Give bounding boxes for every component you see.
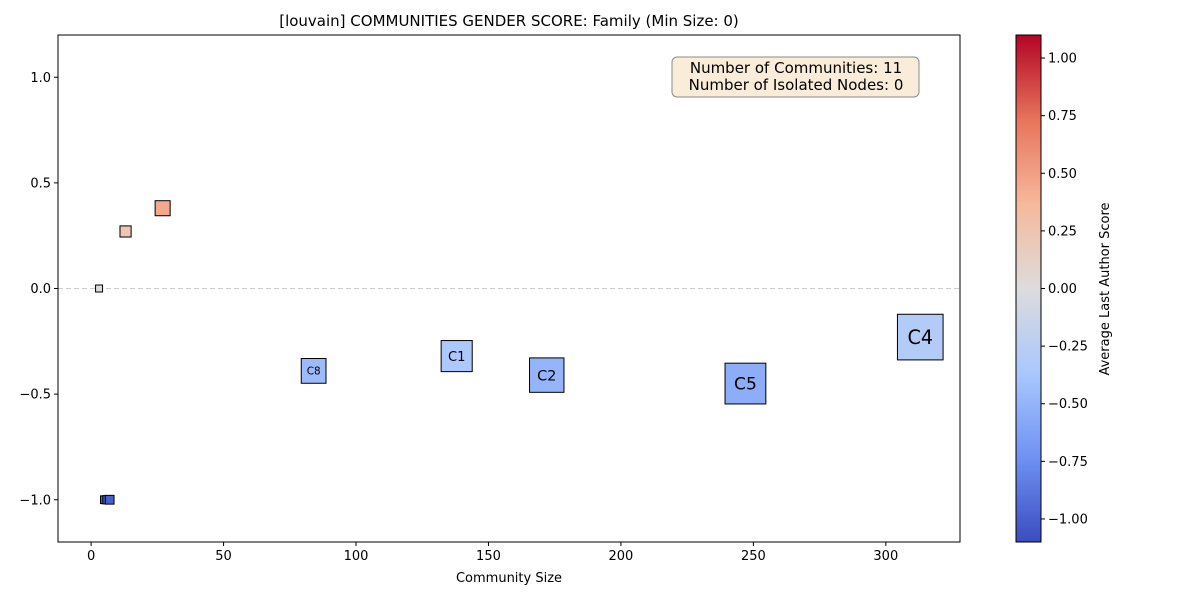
x-tick-label: 200 — [609, 549, 634, 564]
colorbar-tick-label: 0.00 — [1048, 282, 1077, 297]
community-label: C8 — [307, 366, 321, 378]
colorbar: 1.00 0.75 0.50 0.25 0.00 −0.25 −0.50 −0.75 −1.00… — [1015, 34, 1113, 543]
community-marker: C8 — [300, 358, 327, 384]
y-tick-label: 0.5 — [30, 176, 51, 191]
community-square — [896, 313, 944, 361]
community-marker — [154, 200, 171, 217]
colorbar-tick-label: −1.00 — [1048, 512, 1088, 527]
community-marker: C5 — [724, 362, 767, 405]
y-tick-label: 0.0 — [30, 282, 51, 297]
community-marker: C4 — [896, 313, 944, 361]
x-axis-title: Community Size — [456, 571, 562, 586]
colorbar-tick-label: 0.25 — [1048, 224, 1077, 239]
community-square — [724, 362, 767, 405]
y-tick-label: 1.0 — [30, 71, 51, 86]
community-square — [119, 225, 132, 238]
colorbar-tick-label: 0.50 — [1048, 167, 1077, 182]
colorbar-label: Average Last Author Score — [1098, 202, 1113, 375]
community-marker: C2 — [529, 357, 565, 393]
community-label: C5 — [734, 375, 757, 395]
colorbar-gradient — [1015, 34, 1042, 543]
colorbar-tick-label: −0.50 — [1048, 397, 1088, 412]
chart-title: [louvain] COMMUNITIES GENDER SCORE: Fami… — [279, 12, 739, 30]
colorbar-tick-label: −0.25 — [1048, 340, 1088, 355]
y-tick-label: −1.0 — [19, 493, 51, 508]
x-tick-label: 150 — [476, 549, 501, 564]
community-square — [440, 340, 473, 373]
community-label: C4 — [907, 326, 933, 349]
y-axis: 1.0 0.5 0.0 −0.5 −1.0 — [19, 71, 58, 508]
x-tick-label: 100 — [344, 549, 369, 564]
community-square — [104, 494, 115, 505]
community-square — [154, 200, 171, 217]
community-marker — [119, 225, 132, 238]
colorbar-tick-label: 0.75 — [1048, 109, 1077, 124]
community-marker: C1 — [440, 340, 473, 373]
x-tick-label: 50 — [215, 549, 232, 564]
isolated-nodes-text: Number of Isolated Nodes: 0 — [689, 76, 904, 94]
community-square — [529, 357, 565, 393]
community-label: C2 — [537, 368, 556, 384]
x-tick-label: 0 — [87, 549, 95, 564]
communities-count-text: Number of Communities: 11 — [690, 59, 902, 77]
info-box-background — [671, 56, 920, 98]
x-axis: 0 50 100 150 200 250 300 — [87, 542, 898, 564]
plot-area: C8 C1 C2 C5 C4 — [57, 34, 961, 543]
community-marker — [95, 284, 104, 293]
x-tick-label: 250 — [741, 549, 766, 564]
community-label: C1 — [448, 350, 465, 365]
x-tick-label: 300 — [873, 549, 898, 564]
info-box: Number of Communities: 11 Number of Isol… — [671, 56, 920, 98]
colorbar-tick-label: −0.75 — [1048, 455, 1088, 470]
colorbar-ticks: 1.00 0.75 0.50 0.25 0.00 −0.25 −0.50 −0.75 −1.00 — [1041, 52, 1088, 527]
community-marker — [104, 494, 115, 505]
community-square — [300, 358, 327, 384]
y-tick-label: −0.5 — [19, 388, 51, 403]
colorbar-tick-label: 1.00 — [1048, 52, 1077, 67]
community-markers: C8 C1 C2 C5 C4 — [95, 200, 944, 505]
community-square — [95, 284, 104, 293]
